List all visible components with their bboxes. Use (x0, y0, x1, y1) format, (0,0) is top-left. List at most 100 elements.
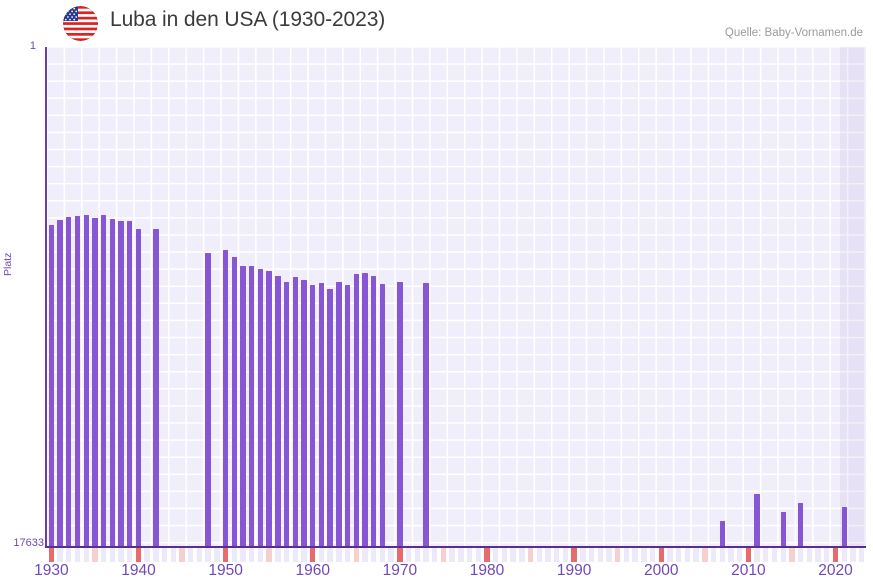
x-axis-label-2020: 2020 (818, 562, 853, 579)
tick-1987 (545, 548, 551, 562)
bar-1965[interactable] (353, 273, 359, 547)
tick-1986 (536, 548, 542, 562)
tick-1949 (214, 548, 220, 562)
bar-1942[interactable] (153, 229, 159, 547)
bar-2021[interactable] (841, 506, 847, 547)
bar-1939[interactable] (127, 221, 133, 547)
tick-1932 (66, 548, 72, 562)
x-axis-label-1940: 1940 (121, 562, 156, 579)
bar-1959[interactable] (301, 279, 307, 547)
x-axis-label-2000: 2000 (644, 562, 679, 579)
bar-1937[interactable] (109, 219, 116, 547)
tick-1931 (57, 548, 63, 562)
tick-1967 (371, 548, 377, 562)
tick-1968 (379, 548, 386, 562)
bar-1952[interactable] (240, 265, 246, 547)
tick-1959 (301, 548, 307, 562)
tick-decade-1930 (48, 548, 55, 562)
bar-1955[interactable] (266, 270, 272, 547)
tick-2016 (797, 548, 804, 562)
page-title: Luba in den USA (1930-2023) (110, 8, 386, 31)
tick-2008 (728, 548, 734, 562)
tick-1963 (336, 548, 342, 562)
tick-1982 (501, 548, 508, 562)
bar-1950[interactable] (222, 250, 229, 547)
y-axis-tick-top: 1 (29, 40, 36, 52)
tick-1976 (449, 548, 455, 562)
bar-1960[interactable] (310, 285, 316, 547)
tick-1953 (249, 548, 255, 562)
bar-2014[interactable] (780, 512, 786, 547)
bar-1970[interactable] (397, 281, 403, 547)
tick-2002 (675, 548, 682, 562)
tick-2004 (693, 548, 699, 562)
tick-1972 (414, 548, 420, 562)
bar-1956[interactable] (275, 275, 281, 547)
tick-half-1995 (614, 548, 621, 562)
tick-2017 (806, 548, 813, 562)
bar-1934[interactable] (83, 215, 89, 547)
tick-1981 (493, 548, 499, 562)
bar-1961[interactable] (318, 282, 325, 547)
bar-1973[interactable] (423, 283, 429, 547)
bar-1940[interactable] (135, 229, 142, 547)
tick-1992 (588, 548, 595, 562)
bar-2011[interactable] (754, 494, 760, 547)
bar-1948[interactable] (205, 252, 211, 547)
bar-1958[interactable] (292, 276, 298, 547)
bar-1951[interactable] (231, 256, 237, 547)
bar-1936[interactable] (100, 215, 107, 547)
bar-1953[interactable] (249, 265, 255, 547)
x-axis-label-1930: 1930 (34, 562, 69, 579)
tick-1943 (161, 548, 168, 562)
tick-half-2005 (702, 548, 708, 562)
tick-1942 (153, 548, 159, 562)
tick-decade-2020 (832, 548, 839, 562)
bar-1938[interactable] (118, 221, 124, 547)
bar-1966[interactable] (362, 272, 368, 547)
tick-1962 (327, 548, 333, 562)
tick-2003 (684, 548, 691, 562)
tick-decade-1960 (310, 548, 316, 562)
bar-1957[interactable] (283, 281, 290, 547)
tick-1957 (283, 548, 290, 562)
tick-1974 (432, 548, 438, 562)
tick-2014 (780, 548, 786, 562)
bar-1933[interactable] (74, 215, 81, 547)
x-axis-label-1990: 1990 (556, 562, 592, 579)
tick-1934 (83, 548, 89, 562)
tick-1989 (562, 548, 569, 562)
tick-1938 (118, 548, 124, 562)
x-axis-label-1960: 1960 (295, 562, 330, 579)
x-axis-line (45, 546, 866, 548)
tick-1988 (553, 548, 560, 562)
bar-1962[interactable] (327, 289, 333, 547)
bar-1930[interactable] (48, 225, 55, 547)
bar-2007[interactable] (719, 520, 725, 547)
bar-1964[interactable] (344, 284, 351, 547)
recent-years-shading (839, 47, 866, 547)
bar-1967[interactable] (371, 275, 377, 547)
tick-1961 (318, 548, 325, 562)
us-flag-icon (63, 6, 98, 41)
tick-1956 (275, 548, 281, 562)
bar-1963[interactable] (336, 282, 342, 547)
tick-1954 (257, 548, 264, 562)
tick-decade-2000 (658, 548, 664, 562)
tick-1937 (109, 548, 116, 562)
x-axis-label-2010: 2010 (731, 562, 766, 579)
tick-half-1945 (179, 548, 185, 562)
tick-half-1965 (353, 548, 359, 562)
tick-half-1985 (527, 548, 534, 562)
tick-1958 (292, 548, 298, 562)
bar-1935[interactable] (92, 217, 98, 547)
tick-2021 (841, 548, 847, 562)
bar-1968[interactable] (379, 284, 386, 547)
tick-1966 (362, 548, 368, 562)
bar-1932[interactable] (66, 217, 72, 547)
tick-1964 (344, 548, 351, 562)
bar-1954[interactable] (257, 269, 264, 547)
tick-1948 (205, 548, 211, 562)
bar-2016[interactable] (797, 502, 804, 547)
bar-1931[interactable] (57, 220, 63, 547)
